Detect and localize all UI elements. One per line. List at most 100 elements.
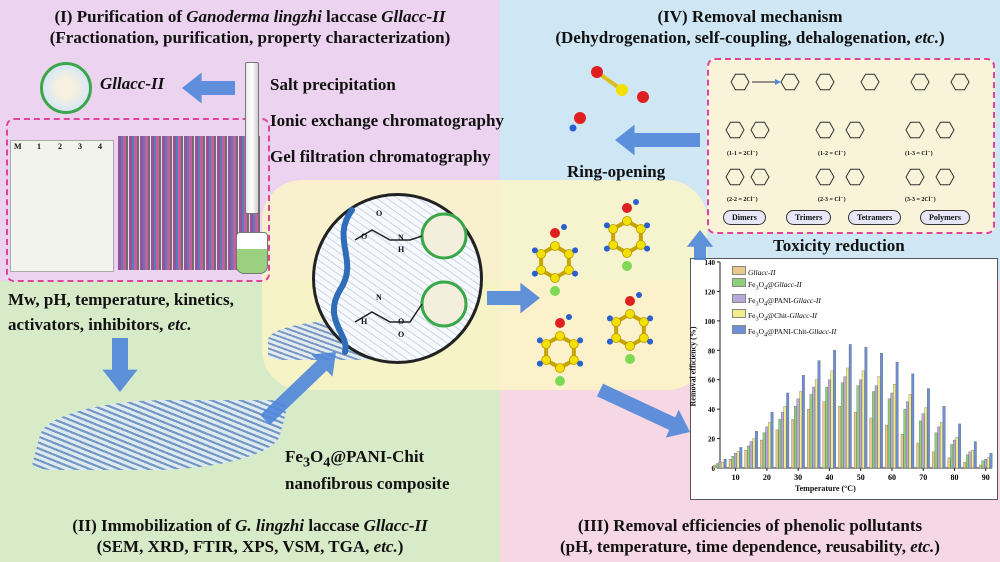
phenol-molecule-2-carbon bbox=[608, 224, 619, 234]
enzyme-label: Gllacc-II bbox=[100, 74, 165, 93]
chart-x-tick-label: 20 bbox=[763, 473, 771, 482]
phenol-molecule-3-oxygen bbox=[555, 318, 565, 328]
chart-bar bbox=[744, 450, 748, 469]
enzyme-structure-icon bbox=[40, 62, 92, 114]
chart-y-tick-label: 80 bbox=[708, 347, 716, 355]
chart-bar bbox=[903, 408, 907, 469]
phenol-molecule-3 bbox=[536, 314, 584, 386]
product-trimers: Trimers bbox=[786, 210, 832, 225]
composite-fe: Fe bbox=[285, 447, 303, 466]
gel-lane-3: 3 bbox=[78, 142, 82, 151]
q4-title: (IV) Removal mechanism (Dehydrogenation,… bbox=[505, 6, 995, 49]
phenol-molecule-4-h bbox=[647, 315, 654, 322]
mech-ring-mid-1 bbox=[750, 121, 770, 139]
composite-sub3: 3 bbox=[302, 454, 311, 471]
phenol-molecule-1-oxygen bbox=[550, 228, 560, 238]
composite-sub4: 4 bbox=[323, 454, 331, 471]
q2-title-enzyme: Gllacc-II bbox=[363, 516, 428, 535]
phenol-molecule-3-carbon bbox=[541, 355, 552, 365]
ring-product-atom-5 bbox=[569, 124, 577, 132]
q1-title-mid: laccase bbox=[321, 7, 382, 26]
chart-bar bbox=[846, 367, 849, 469]
mol-atom-o2: O bbox=[361, 232, 368, 241]
q1-title-prefix: (I) Purification of bbox=[54, 7, 187, 26]
arrow-to-phenols bbox=[487, 282, 540, 314]
chart-bar bbox=[817, 360, 821, 469]
product-tetramers: Tetramers bbox=[848, 210, 902, 225]
arrow-to-enzyme bbox=[182, 72, 235, 104]
mech-ring-bot-5 bbox=[935, 168, 955, 186]
phenol-molecule-3-h bbox=[577, 337, 584, 344]
chart-bar bbox=[778, 419, 782, 469]
chart-bar bbox=[830, 370, 834, 469]
chart-bar bbox=[749, 441, 753, 469]
chart-bar bbox=[927, 388, 930, 469]
gel-lane-1: 1 bbox=[37, 142, 41, 151]
chart-bar bbox=[715, 463, 719, 469]
composite-rest: @PANI-Chit bbox=[330, 447, 425, 466]
q3-subtitle-suffix: ) bbox=[934, 537, 940, 557]
ring-product-atom-3 bbox=[637, 91, 649, 103]
arrow-down-to-fibers bbox=[102, 338, 138, 392]
composite-name: Fe3O4@PANI-Chit bbox=[285, 447, 424, 471]
chart-bar bbox=[781, 411, 784, 469]
linker-bond-1 bbox=[354, 229, 423, 241]
chart-bar bbox=[958, 423, 962, 469]
mech-ring-top-1 bbox=[780, 73, 800, 91]
phenol-molecule-2-carbon bbox=[635, 240, 646, 250]
legend-entry-3: Fe3O4@PANI-Gllacc-II bbox=[732, 293, 836, 310]
q2-title-mid: laccase bbox=[304, 516, 364, 535]
mech-ring-top-4 bbox=[910, 73, 930, 91]
phenol-molecule-3-h bbox=[536, 360, 543, 367]
chart-bar bbox=[791, 419, 795, 469]
q2-subtitle-suffix: ) bbox=[397, 537, 404, 557]
composite-description: nanofibrous composite bbox=[285, 474, 450, 493]
mech-ring-bot-4 bbox=[905, 168, 925, 186]
collection-flask bbox=[236, 232, 268, 274]
phenol-molecule-3-carbon bbox=[555, 363, 565, 373]
phenol-molecule-1-carbon bbox=[536, 265, 547, 275]
sds-page-gel bbox=[10, 140, 114, 272]
chart-bar bbox=[934, 432, 938, 469]
chart-bar bbox=[940, 422, 943, 469]
q2-subtitle-etc: etc. bbox=[373, 537, 398, 557]
linker-bond-2 bbox=[354, 303, 423, 323]
chart-x-tick-label: 80 bbox=[950, 473, 958, 482]
chart-y-tick-label: 60 bbox=[708, 377, 716, 385]
chart-bar bbox=[942, 406, 946, 469]
chart-bar bbox=[736, 451, 740, 469]
phenol-molecule-1-h bbox=[572, 247, 579, 254]
phenol-molecule-4-carbon bbox=[611, 317, 622, 327]
scheme-label-1-3: (1-3 = Cl⁻) bbox=[905, 151, 933, 157]
chart-bar bbox=[955, 436, 959, 469]
chart-bar bbox=[807, 408, 810, 469]
phenol-molecule-4-carbon bbox=[625, 341, 635, 351]
phenol-molecule-2-h bbox=[603, 245, 610, 252]
chart-bar bbox=[911, 373, 915, 469]
q2-title-prefix: (II) Immobilization of bbox=[72, 516, 236, 535]
chart-bar bbox=[760, 439, 763, 469]
chart-y-tick-label: 100 bbox=[705, 318, 716, 326]
mechanism-panel-frame bbox=[707, 58, 995, 234]
chart-bar bbox=[762, 432, 766, 469]
phenol-molecule-1-h bbox=[531, 270, 538, 277]
arrow-to-ring-opening bbox=[615, 124, 700, 156]
chart-bar bbox=[775, 429, 779, 469]
scheme-label-2-2: (2-2 = 2Cl⁻) bbox=[727, 197, 758, 203]
chart-bar bbox=[718, 461, 722, 469]
mech-ring-top-3 bbox=[860, 73, 880, 91]
phenol-molecule-2-h bbox=[644, 222, 651, 229]
chart-bar bbox=[973, 441, 977, 469]
product-dimers: Dimers bbox=[723, 210, 766, 225]
ring-product-atom-2 bbox=[616, 84, 628, 96]
chart-y-tick-label: 0 bbox=[712, 465, 716, 473]
chart-ylabel: Removal efficiency (%) bbox=[688, 326, 698, 407]
immobilized-enzyme-1 bbox=[420, 212, 468, 260]
chart-bar bbox=[747, 445, 750, 469]
chart-bar bbox=[877, 376, 881, 469]
q4-subtitle-prefix: (Dehydrogenation, self-coupling, dehalog… bbox=[555, 28, 915, 48]
chart-x-tick-label: 90 bbox=[982, 473, 990, 482]
step-ionic-exchange: Ionic exchange chromatography bbox=[270, 111, 504, 130]
chart-x-tick-label: 10 bbox=[732, 473, 740, 482]
chart-bar bbox=[755, 431, 758, 469]
